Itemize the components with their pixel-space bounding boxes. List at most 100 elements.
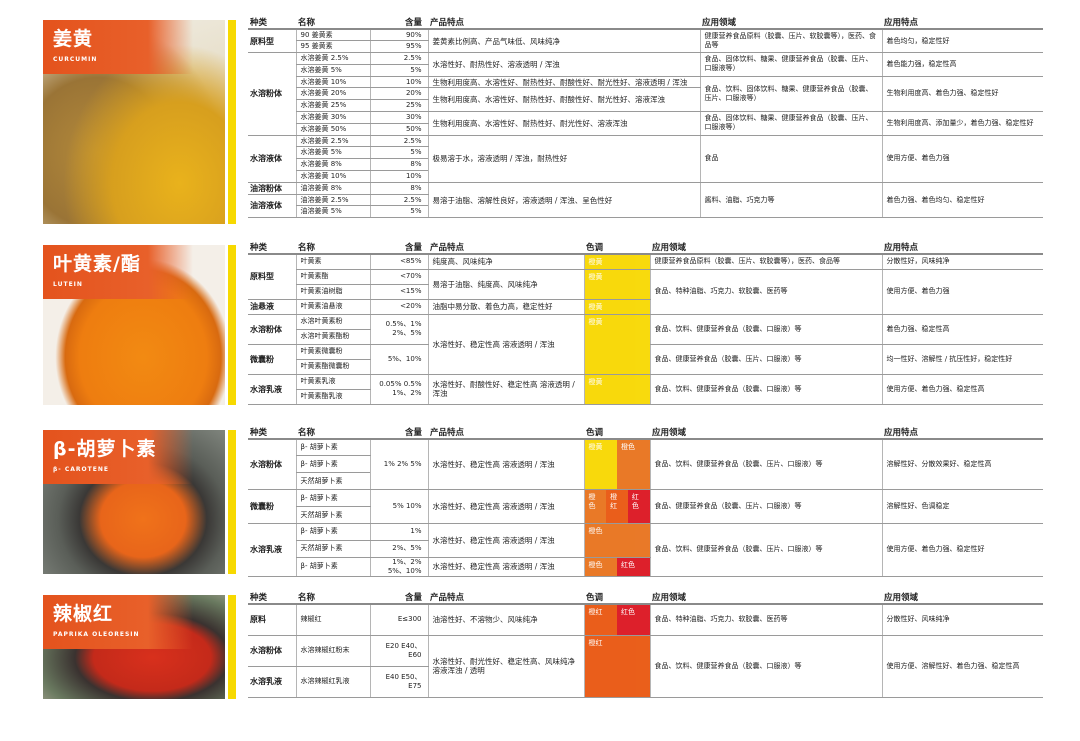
name-cell: β- 胡萝卜素: [295, 523, 370, 541]
section-subtitle: PAPRIKA OLEORESIN: [53, 631, 140, 638]
name-cell: 叶黄素酯乳液: [295, 389, 370, 405]
content-cell: 10%: [369, 76, 428, 89]
feature-cell: 水溶性好、稳定性高 溶液透明 / 浑浊: [427, 523, 584, 558]
type-cell: 原料型: [248, 29, 296, 54]
content-cell: 2.5%: [369, 52, 428, 65]
color-swatches: 橙黄: [584, 269, 650, 299]
application-feature-cell: 溶解性好、色调稳定: [881, 489, 1043, 524]
feature-cell: 水溶性好、稳定性高 溶液透明 / 浑浊: [427, 557, 584, 577]
table-row: β- 胡萝卜素 1%、2% 5%、10% 水溶性好、稳定性高 溶液透明 / 浑浊 橙色…: [248, 557, 1043, 577]
header-row: 种类 名称 含量 产品特点 应用领域 应用特点: [248, 15, 1043, 30]
type-cell: 水溶粉体: [248, 439, 296, 491]
carotene-table: 种类 名称 含量 产品特点 色调 应用领域 应用特点 水溶粉体 β- 胡萝卜素 1% 2% 5% 水…: [248, 425, 1043, 577]
table-row: 原料型 90 姜黄素 90% 姜黄素比例高、产品气味低、风味纯净 健康营养食品原料（胶囊…: [248, 29, 1043, 54]
color-swatches: 橙黄 橙色: [584, 440, 650, 490]
color-swatch: 橙红: [606, 490, 628, 523]
table-row: 原料 辣椒红 E≤300 油溶性好、不溶物少、风味纯净 橙红 红色 食品、特种油脂、巧克力、…: [248, 604, 1043, 636]
table-row: 水溶乳液 水溶辣椒红乳液 E40 E50、E75: [248, 666, 1043, 698]
table-row: 油溶姜黄 5% 5%: [248, 205, 1043, 219]
application-feature-cell: 使用方便、着色力强、稳定性好: [881, 523, 1043, 577]
feature-cell: 水溶性好、稳定性高 溶液透明 / 浑浊: [427, 314, 584, 375]
section-subtitle: CURCUMIN: [53, 56, 98, 63]
type-cell: 水溶乳液: [248, 523, 296, 577]
section-banner: 姜黄 CURCUMIN: [43, 20, 193, 74]
application-feature-cell: 分散性好、风味纯净: [881, 604, 1043, 636]
table-row: 油悬液 叶黄素油悬液 <20% 油脂中易分散、着色力高，稳定性好 橙黄: [248, 299, 1043, 315]
color-cell: 橙红: [583, 635, 650, 698]
application-feature-cell: 分散性好，风味纯净: [881, 254, 1043, 270]
paprika-table: 种类 名称 含量 产品特点 色调 应用领域 应用领域 原料 辣椒红 E≤300 油溶性好、不溶物少、…: [248, 590, 1043, 698]
table-row: 水溶姜黄 8% 8%: [248, 158, 1043, 172]
table-row: 油溶液体 油溶姜黄 2.5% 2.5%: [248, 194, 1043, 219]
table-row: 水溶姜黄 25% 25%: [248, 99, 1043, 113]
lutein-table: 种类 名称 含量 产品特点 色调 应用领域 应用特点 原料型 叶黄素 <85% 纯度高、风味纯净 橙黄…: [248, 240, 1043, 405]
color-swatches: 橙红: [584, 635, 650, 697]
type-cell: 油溶液体: [248, 194, 296, 219]
table-row: 水溶姜黄 30% 30% 生物利用度高、水溶性好、耐热性好、耐光性好、溶液浑浊 食品、…: [248, 111, 1043, 136]
table-row: 水溶叶黄素酯粉: [248, 329, 1043, 345]
table-row: 水溶姜黄 5% 5%: [248, 146, 1043, 160]
name-cell: 叶黄素微囊粉: [295, 344, 370, 360]
column-header: 应用领域: [650, 240, 882, 255]
content-cell: E≤300: [369, 604, 428, 636]
color-swatch: 橙黄: [584, 440, 617, 490]
application-feature-cell: 使用方便、溶解性好、着色力强、稳定性高: [881, 635, 1043, 698]
column-header: 产品特点: [428, 425, 584, 440]
column-header: 种类: [248, 425, 296, 440]
name-cell: β- 胡萝卜素: [295, 439, 370, 457]
content-cell: E40 E50、E75: [369, 666, 428, 698]
column-header: 应用领域: [650, 590, 882, 605]
content-cell: 20%: [369, 87, 428, 101]
header-row: 种类 名称 含量 产品特点 色调 应用领域 应用领域: [248, 590, 1043, 605]
color-cell: 橙红 红色: [583, 604, 650, 636]
color-swatches: 橙红 红色: [584, 605, 650, 635]
application-cell: 食品、固体饮料、糖果、健康营养食品（胶囊、压片、口服液等）: [699, 111, 882, 136]
name-cell: 辣椒红: [295, 604, 370, 636]
content-cell: 10%: [369, 170, 428, 183]
column-header: 名称: [296, 425, 370, 440]
table-row: 油溶粉体 油溶姜黄 8% 8% 易溶于油脂、溶解性良好，溶液透明 / 浑浊、呈色性好酱…: [248, 182, 1043, 219]
color-swatch: 橙黄: [584, 269, 650, 299]
lutein-photo: 叶黄素/酯 LUTEIN: [43, 245, 225, 405]
type-cell: 水溶液体: [248, 135, 296, 183]
carotene-section: β-胡萝卜素 β- CAROTENE 种类 名称 含量 产品特点 色调 应用领域 应用特点 水溶…: [0, 425, 1080, 577]
table-row: 水溶姜黄 5% 5%: [248, 64, 1043, 77]
type-cell: 水溶乳液: [248, 666, 296, 698]
carotene-photo: β-胡萝卜素 β- CAROTENE: [43, 430, 225, 574]
name-cell: 叶黄素酯: [295, 269, 370, 285]
column-header: 应用领域: [700, 15, 882, 30]
application-feature-cell: 均一性好、溶解性 / 抗压性好，稳定性好: [881, 344, 1043, 375]
content-cell: <70%: [369, 269, 428, 285]
column-header: 含量: [370, 15, 428, 30]
application-cell: 食品、健康营养食品（胶囊、压片、口服液）等: [649, 344, 882, 375]
name-cell: 叶黄素油树脂: [295, 284, 370, 300]
application-feature-cell: 着色力强、稳定性高: [881, 314, 1043, 345]
name-cell: 水溶姜黄 2.5%: [295, 52, 370, 65]
application-feature-cell: 生物利用度高、着色力强、稳定性好: [881, 76, 1043, 113]
content-cell: 2.5%: [369, 135, 428, 148]
table-row: 95 姜黄素 95%: [248, 40, 1043, 54]
color-swatch: 红色: [617, 605, 650, 635]
application-cell: 食品: [699, 135, 882, 183]
accent-bar: [228, 20, 236, 224]
content-cell: 95%: [369, 40, 428, 54]
name-cell: 叶黄素乳液: [295, 374, 370, 390]
table-row: 水溶液体 水溶姜黄 2.5% 2.5% 极易溶于水，溶液透明 / 浑浊，耐热性好 食品使…: [248, 135, 1043, 183]
column-header: 含量: [370, 590, 428, 605]
column-header: 名称: [296, 15, 370, 30]
feature-cell: 纯度高、风味纯净: [427, 254, 584, 270]
color-swatches: 橙黄: [584, 299, 650, 314]
table-row: 叶黄素油树脂 <15%: [248, 284, 1043, 300]
feature-cell: 姜黄素比例高、产品气味低、风味纯净: [427, 29, 700, 54]
application-cell: 食品、饮料、健康营养食品（胶囊、压片、口服液）等: [649, 523, 882, 577]
content-cell: 1%: [369, 523, 428, 541]
name-cell: 油溶姜黄 2.5%: [295, 194, 370, 207]
application-feature-cell: 溶解性好、分散效果好、稳定性高: [881, 439, 1043, 491]
column-header: 种类: [248, 240, 296, 255]
feature-cell: 生物利用度高、水溶性好、耐热性好、耐光性好、溶液浑浊: [427, 111, 700, 136]
name-cell: 水溶辣椒红乳液: [295, 666, 370, 698]
section-subtitle: LUTEIN: [53, 281, 83, 288]
name-cell: 95 姜黄素: [295, 40, 370, 54]
color-swatches: 橙色 橙红 红色: [584, 490, 650, 523]
color-cell: 橙黄: [583, 374, 650, 405]
